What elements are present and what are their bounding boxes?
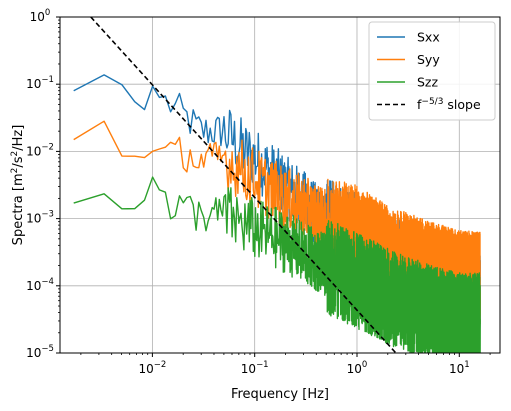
legend-label-slope: f−5/3 slope [417,97,481,112]
y-axis-label: Spectra [m2/s2/Hz] [10,125,26,246]
x-tick-label: 100 [347,360,368,376]
y-tick-label: 10−1 [26,75,54,91]
plot-area [73,17,481,353]
plot-frame [59,16,501,354]
x-tick-label: 10−1 [241,360,269,376]
y-tick-label: 100 [30,8,51,24]
series-line-slope [90,17,397,353]
legend: Sxx Syy Szz f−5/3 slope [368,21,496,121]
legend-label-syy: Syy [417,52,440,67]
series-line-szz [73,176,481,353]
y-tick-label: 10−4 [26,277,54,293]
legend-label-szz: Szz [417,75,438,90]
y-axis: 10−5 10−4 10−3 10−2 10−1 100 [26,8,60,360]
x-axis: 10−2 10−1 100 101 [80,353,491,376]
y-tick-label: 10−3 [26,210,54,226]
x-tick-label: 101 [449,360,470,376]
x-axis-label: Frequency [Hz] [231,387,329,402]
legend-box [368,21,496,121]
x-tick-label: 10−2 [138,360,166,376]
y-tick-label: 10−2 [26,142,54,158]
y-tick-label: 10−5 [26,344,54,360]
legend-label-sxx: Sxx [417,30,440,45]
